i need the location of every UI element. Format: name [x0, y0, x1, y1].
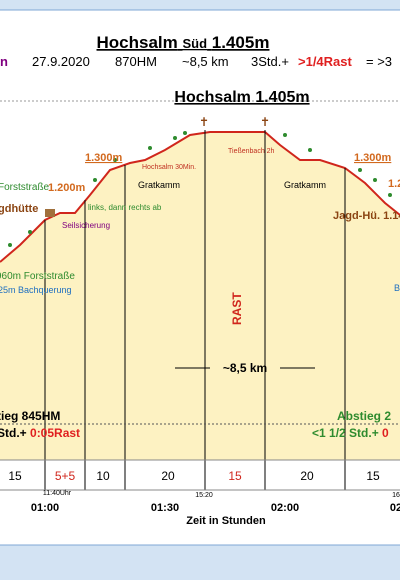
descent-rest: 0 — [382, 426, 389, 440]
elevation-label: 1.200m — [48, 182, 86, 194]
cross-icon: ✝ — [260, 115, 270, 129]
waypoint-label: Gratkamm — [138, 180, 180, 190]
info-total: = >3 — [366, 54, 392, 69]
descent-title: Abstieg 2 — [337, 409, 391, 423]
info-rest: >1/4Rast — [298, 54, 353, 69]
segment-times: 15 5+5 10 20 15 20 15 — [8, 469, 380, 483]
ascent-title: tieg 845HM — [0, 409, 60, 423]
elevation-label: 1.300m — [85, 152, 123, 164]
waypoint-label: gdhütte — [0, 203, 38, 215]
segment-time: 20 — [300, 469, 314, 483]
ascent-time-value: Std.+ — [0, 426, 27, 440]
clock-time: 15:20 — [195, 492, 213, 499]
waypoint-label: Seilsicherung — [62, 221, 110, 230]
time-axis: 01:00 01:30 02:00 02 — [31, 502, 400, 514]
waypoint-label: Forststraße — [0, 182, 50, 193]
segment-time: 15 — [366, 469, 380, 483]
ascent-rest: 0:05Rast — [30, 426, 80, 440]
info-line: n 27.9.2020 870HM ~8,5 km 3Std.+ >1/4Ras… — [0, 54, 392, 69]
info-date: 27.9.2020 — [32, 54, 90, 69]
ascent-time: Std.+ 0:05Rast — [0, 426, 80, 440]
clock-times: 11:40Uhr 15:20 16 — [43, 490, 400, 499]
cross-icon: ✝ — [199, 115, 209, 129]
elevation-label: 1.300m — [354, 152, 392, 164]
elevation-label: 1.2 — [388, 178, 400, 190]
segment-time: 15 — [228, 469, 242, 483]
section-lines — [44, 130, 346, 490]
info-time: 3Std.+ — [251, 54, 289, 69]
waypoint-label: 960m Forststraße — [0, 271, 75, 282]
waypoint-label: Jagd-Hü. 1.145m — [333, 210, 400, 222]
time-tick-label: 01:00 — [31, 502, 59, 514]
waypoint-label: 25m Bachquerung — [0, 285, 72, 295]
trees — [8, 131, 392, 247]
segment-time: 10 — [96, 469, 110, 483]
descent-time: <1 1/2 Std.+ 0 — [312, 426, 389, 440]
clock-time: 11:40Uhr — [43, 490, 72, 497]
info-lead: n — [0, 54, 8, 69]
waypoint-label: B — [394, 283, 400, 293]
summit-label: Hochsalm 1.405m — [174, 89, 309, 106]
hut-icon — [45, 209, 55, 217]
info-distance: ~8,5 km — [182, 54, 229, 69]
waypoint-label: links, dann rechts ab — [88, 203, 162, 212]
rest-label: RAST — [230, 292, 244, 325]
segment-time: 20 — [161, 469, 175, 483]
title: Hochsalm Süd 1.405m — [97, 33, 270, 52]
time-tick-label: 02 — [390, 502, 400, 514]
clock-time: 16 — [392, 492, 400, 499]
axis-title: Zeit in Stunden — [186, 515, 266, 527]
segment-time: 15 — [8, 469, 22, 483]
profile-line — [0, 131, 400, 263]
profile-labels: 1.300m Hochsalm 30Min. Tießenbach 2h 1.3… — [0, 148, 400, 375]
waypoint-label: Tießenbach 2h — [228, 148, 275, 155]
profile-area — [0, 132, 400, 460]
waypoint-label: Hochsalm 30Min. — [142, 164, 196, 171]
time-tick-label: 01:30 — [151, 502, 179, 514]
title-elevation: 1.405m — [212, 33, 270, 52]
title-suffix: Süd — [183, 36, 208, 51]
descent-time-value: <1 1/2 Std.+ — [312, 426, 379, 440]
info-ascent: 870HM — [115, 54, 157, 69]
distance-label: ~8,5 km — [223, 361, 267, 375]
title-name: Hochsalm — [97, 33, 178, 52]
waypoint-label: Gratkamm — [284, 180, 326, 190]
segment-time: 5+5 — [55, 469, 76, 483]
time-tick-label: 02:00 — [271, 502, 299, 514]
